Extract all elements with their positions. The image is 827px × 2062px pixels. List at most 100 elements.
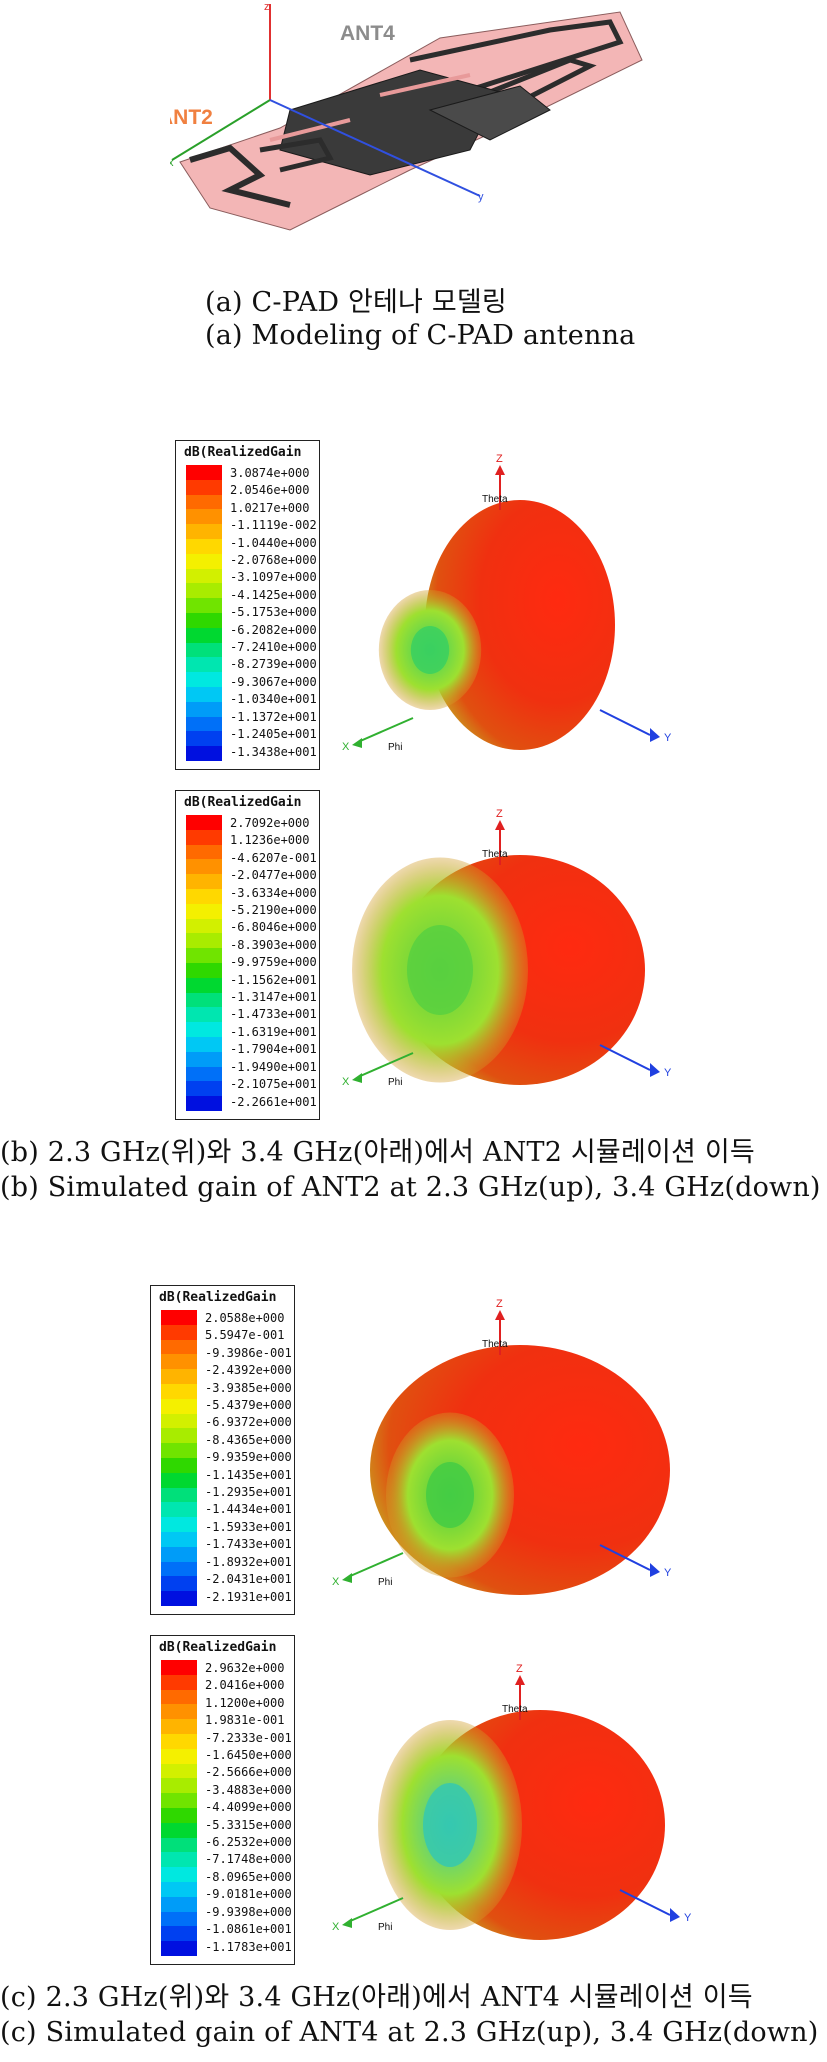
legend-value: -2.0431e+001	[205, 1572, 292, 1587]
legend-color-swatch	[161, 1867, 197, 1882]
y-axis-arrow	[599, 709, 651, 736]
legend-value: -2.1075e+001	[230, 1077, 317, 1092]
legend-value: -1.9490e+001	[230, 1059, 317, 1074]
legend-value: -6.2532e+000	[205, 1835, 292, 1850]
legend-value: -6.8046e+000	[230, 920, 317, 935]
legend-color-swatch	[186, 642, 222, 658]
axis-x-label: X	[332, 1576, 340, 1588]
legend-value: 1.1200e+000	[205, 1695, 285, 1710]
legend-color-swatch	[161, 1807, 197, 1823]
legend-color-swatch	[186, 538, 222, 554]
legend-color-swatch	[161, 1561, 197, 1577]
legend-color-swatch	[186, 977, 222, 993]
legend-value: -8.3903e+000	[230, 937, 317, 952]
legend-color-swatch	[161, 1546, 197, 1562]
legend-color-swatch	[161, 1822, 197, 1838]
legend-values: 2.7092e+000 1.1236e+000 -4.6207e-001 -2.047…	[230, 815, 317, 1111]
legend-color-swatch	[186, 598, 222, 613]
legend-value: -2.0768e+000	[230, 553, 317, 568]
legend-color-swatch	[161, 1531, 197, 1547]
phi-label: Phi	[388, 742, 402, 753]
caption-c-english: (c) Simulated gain of ANT4 at 2.3 GHz(up…	[0, 2017, 819, 2048]
x-axis-arrowhead	[352, 738, 362, 748]
z-axis-arrowhead	[495, 465, 505, 475]
legend-color-swatch	[186, 553, 222, 569]
y-axis-arrow	[619, 1889, 671, 1916]
theta-label: Theta	[482, 1339, 508, 1350]
legend-color-swatch	[186, 479, 222, 495]
legend-color-swatch	[161, 1428, 197, 1444]
legend-value: -1.1435e+001	[205, 1467, 292, 1482]
legend-color-swatch	[186, 1007, 222, 1023]
legend-color-swatch	[186, 716, 222, 732]
phi-label: Phi	[378, 1922, 392, 1933]
legend-color-swatch	[161, 1689, 197, 1705]
legend-color-swatch	[186, 524, 222, 539]
ground-plane-right	[428, 85, 551, 141]
antenna-model-figure: z x y ANT4 ANT2	[170, 1, 643, 231]
legend-color-swatch	[161, 1674, 197, 1690]
legend-color-swatch	[186, 746, 222, 761]
axis-z-label: Z	[516, 1663, 523, 1675]
y-axis-arrowhead	[650, 1063, 660, 1077]
ground-plane-upper	[279, 69, 501, 176]
y-axis-arrow	[599, 1544, 651, 1571]
legend-value: -8.2739e+000	[230, 657, 317, 672]
legend-color-swatch	[161, 1324, 197, 1340]
radiation-pattern-3d: Z Theta Y X Phi	[332, 1663, 692, 1940]
legend-color-swatch	[161, 1443, 197, 1458]
legend-color-swatch	[186, 1036, 222, 1052]
gain-null-core	[426, 1462, 474, 1528]
caption-c-korean: (c) 2.3 GHz(위)와 3.4 GHz(아래)에서 ANT4 시뮬레이션…	[0, 1982, 753, 2013]
legend-color-swatch	[161, 1398, 197, 1414]
legend-color-swatch	[186, 1081, 222, 1097]
gain-null-core	[410, 626, 450, 674]
legend-color-swatch	[186, 672, 222, 687]
legend-values: 3.0874e+000 2.0546e+000 1.0217e+000 -1.1119…	[230, 465, 317, 761]
legend-title: dB(RealizedGain	[159, 1640, 277, 1655]
legend-value: -8.0965e+000	[205, 1869, 292, 1884]
legend-colorbar	[186, 465, 222, 761]
legend-value: -5.2190e+000	[230, 903, 317, 918]
legend-color-swatch	[186, 918, 222, 934]
legend-color-swatch	[161, 1778, 197, 1794]
y-axis-line	[269, 99, 481, 197]
legend-color-swatch	[161, 1748, 197, 1764]
axis-y-label: Y	[684, 1912, 692, 1924]
legend-value: -4.1425e+000	[230, 587, 317, 602]
axis-y-label: Y	[664, 732, 672, 744]
axis-x-label: X	[342, 741, 350, 753]
gain-legend: dB(RealizedGain 2.0588e+000 5.5947e-001 -9…	[150, 1285, 295, 1615]
legend-color-swatch	[186, 933, 222, 949]
legend-color-swatch	[186, 686, 222, 702]
gain-legend: dB(RealizedGain 2.7092e+000 1.1236e+000 -4…	[175, 790, 320, 1120]
gain-legend: dB(RealizedGain 2.9632e+000 2.0416e+000 1.…	[150, 1635, 295, 1965]
legend-title: dB(RealizedGain	[184, 795, 302, 810]
legend-value: -1.3438e+001	[230, 744, 317, 759]
legend-value: -1.2405e+001	[230, 727, 317, 742]
x-axis-arrow	[347, 1897, 404, 1923]
caption-b-english: (b) Simulated gain of ANT2 at 2.3 GHz(up…	[0, 1172, 821, 1203]
legend-value: -7.2333e-001	[205, 1730, 292, 1745]
legend-value: 5.5947e-001	[205, 1328, 285, 1343]
y-axis-arrow	[599, 1044, 651, 1071]
ant2-trace	[189, 144, 291, 208]
legend-value: -8.4365e+000	[205, 1432, 292, 1447]
legend-value: -9.9359e+000	[205, 1450, 292, 1465]
legend-value: -1.7433e+001	[205, 1537, 292, 1552]
legend-value: -9.9398e+000	[205, 1904, 292, 1919]
legend-color-swatch	[161, 1733, 197, 1749]
legend-color-swatch	[161, 1763, 197, 1779]
z-axis-arrowhead	[495, 1310, 505, 1320]
legend-color-swatch	[161, 1517, 197, 1532]
theta-label: Theta	[502, 1704, 528, 1715]
legend-color-swatch	[161, 1837, 197, 1853]
legend-value: -1.0861e+001	[205, 1922, 292, 1937]
legend-value: -2.2661e+001	[230, 1094, 317, 1109]
legend-value: -3.1097e+000	[230, 570, 317, 585]
legend-color-swatch	[186, 627, 222, 643]
radiation-pattern-3d: Z Theta Y X Phi	[342, 453, 672, 753]
gain-legend: dB(RealizedGain 3.0874e+000 2.0546e+000 1.…	[175, 440, 320, 770]
legend-color-swatch	[161, 1852, 197, 1868]
z-axis-arrowhead	[495, 820, 505, 830]
